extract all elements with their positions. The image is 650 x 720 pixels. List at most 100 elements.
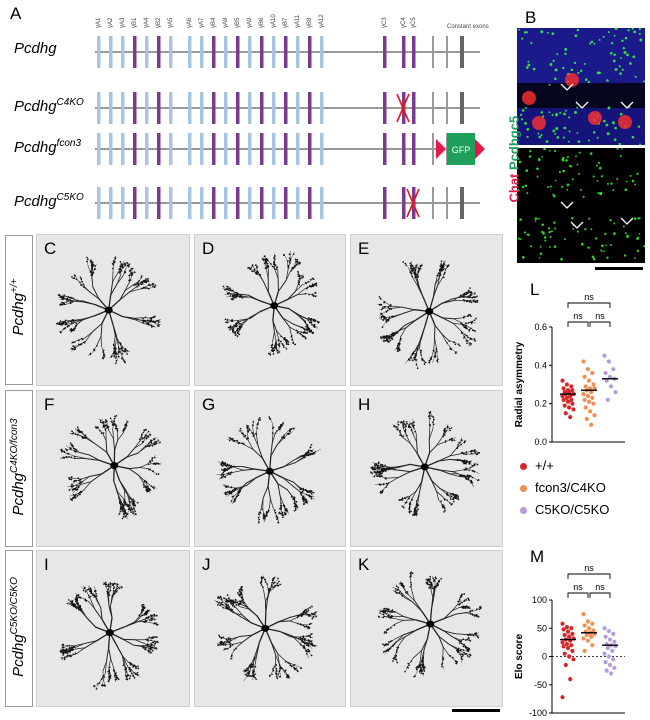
varicosity (80, 283, 83, 286)
varicosity (237, 330, 239, 332)
dendrite (231, 610, 241, 617)
varicosity (233, 648, 236, 651)
varicosity (282, 422, 284, 425)
varicosity (65, 650, 67, 652)
varicosity (271, 265, 274, 268)
varicosity (75, 594, 78, 597)
varicosity (90, 263, 93, 265)
varicosity (103, 355, 106, 358)
varicosity (388, 307, 391, 310)
varicosity (385, 477, 388, 480)
varicosity (113, 669, 115, 671)
varicosity (121, 348, 123, 350)
varicosity (229, 325, 232, 327)
varicosity (417, 348, 419, 351)
varicosity (279, 504, 282, 507)
fluor-dot (582, 195, 585, 198)
varicosity (307, 642, 309, 644)
exon-label: γA7 (199, 17, 205, 28)
varicosity (86, 256, 88, 259)
varicosity (142, 321, 145, 324)
varicosity (298, 277, 301, 279)
varicosity (455, 494, 458, 496)
constant-exon (446, 92, 448, 124)
fluor-dot (580, 243, 584, 246)
varicosity (133, 677, 136, 679)
dendrite (397, 463, 411, 469)
varicosity (284, 669, 287, 672)
varicosity (145, 429, 148, 431)
varicosity (449, 429, 451, 432)
varicosity (113, 423, 116, 426)
varicosity (77, 594, 79, 597)
varicosity (108, 594, 111, 596)
neuron (222, 250, 321, 356)
varicosity (64, 656, 66, 659)
varicosity (135, 513, 137, 515)
varicosity (411, 424, 414, 426)
varicosity (231, 605, 234, 607)
varicosity (443, 273, 446, 275)
varicosity (86, 260, 88, 263)
varicosity (386, 484, 389, 486)
variable-exon (272, 92, 276, 124)
arrowhead-marker (570, 221, 584, 229)
varicosity (111, 267, 114, 270)
varicosity (237, 442, 240, 445)
varicosity (233, 490, 235, 493)
varicosity (254, 673, 257, 675)
varicosity (218, 597, 221, 599)
varicosity (310, 496, 313, 498)
varicosity (222, 473, 225, 476)
varicosity (152, 316, 154, 319)
varicosity (379, 490, 382, 493)
varicosity (121, 503, 124, 505)
dendrite (143, 619, 151, 622)
fluor-dot (638, 32, 641, 35)
varicosity (150, 442, 153, 444)
varicosity (226, 600, 229, 603)
dendrite (438, 455, 451, 462)
panel-d-image: D (194, 234, 346, 386)
varicosity (415, 512, 418, 515)
dendrite (295, 283, 299, 292)
varicosity (236, 439, 238, 442)
varicosity (224, 288, 226, 291)
varicosity (470, 449, 473, 452)
varicosity (469, 461, 472, 463)
varicosity (372, 468, 374, 471)
dendrite (65, 320, 74, 323)
varicosity (71, 483, 73, 486)
varicosity (115, 590, 117, 593)
varicosity (469, 291, 472, 293)
varicosity (402, 420, 405, 423)
varicosity (379, 297, 382, 300)
varicosity (274, 511, 277, 514)
fluor-dot (552, 129, 556, 133)
varicosity (263, 255, 266, 258)
varicosity (145, 278, 147, 280)
fluor-dot (600, 249, 603, 252)
varicosity (129, 279, 132, 281)
varicosity (312, 491, 315, 494)
varicosity (121, 349, 124, 352)
fluor-dot (563, 126, 567, 130)
dendrite (74, 481, 83, 486)
varicosity (312, 295, 315, 297)
varicosity (283, 253, 285, 256)
varicosity (468, 463, 471, 465)
varicosity (76, 433, 79, 436)
dendrite (113, 480, 119, 493)
dendrite (379, 471, 384, 477)
row-label-c5ko: PcdhgC5KO/C5KO (9, 577, 27, 677)
variable-exon (133, 36, 137, 68)
varicosity (468, 301, 471, 303)
varicosity (473, 330, 475, 332)
dendrite (243, 433, 249, 441)
varicosity (414, 268, 417, 271)
varicosity (241, 442, 244, 445)
knockout-cross (396, 93, 410, 123)
varicosity (116, 427, 119, 430)
dendrite (139, 463, 148, 468)
fluor-dot (571, 217, 574, 220)
